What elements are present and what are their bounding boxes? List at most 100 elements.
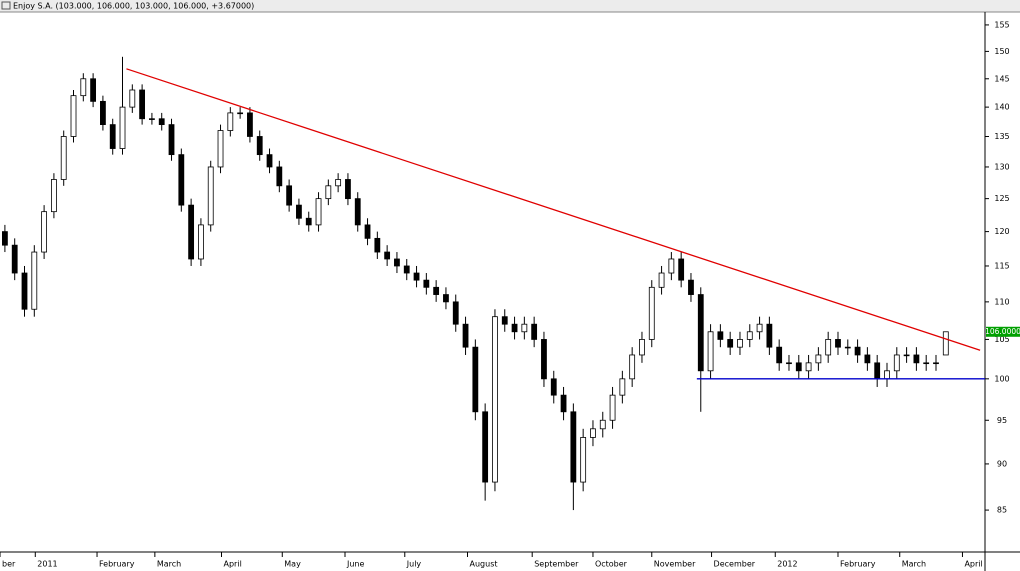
y-tick-label: 85 — [997, 506, 1007, 515]
candle-body — [737, 339, 743, 348]
candle-body — [139, 89, 146, 120]
x-tick-label: March — [157, 560, 181, 569]
y-tick-label: 125 — [994, 194, 1009, 203]
y-tick-label: 150 — [994, 47, 1009, 56]
candle-body — [884, 370, 890, 380]
candle-body — [21, 272, 28, 310]
candle-body — [178, 154, 185, 206]
candle-body — [893, 354, 900, 372]
candle-body — [403, 265, 410, 274]
title-bar — [0, 0, 1020, 12]
candle-body — [472, 346, 479, 413]
x-tick-label: July — [406, 560, 422, 569]
candle-body — [188, 204, 195, 260]
candle-body — [492, 316, 498, 483]
candle-body — [345, 179, 351, 200]
candle-body — [707, 331, 714, 372]
candle-body — [90, 78, 97, 102]
candle-body — [452, 301, 459, 325]
candle-body — [325, 185, 332, 200]
candle-body — [913, 354, 920, 364]
candle-body — [580, 437, 587, 483]
x-tick-label: October — [595, 560, 628, 569]
candle-body — [266, 154, 273, 168]
candle-body — [305, 217, 312, 226]
candle-body — [286, 185, 293, 206]
candle-body — [766, 323, 773, 348]
candle-body — [276, 166, 283, 187]
x-tick-label: ber — [2, 560, 16, 569]
candle-body — [443, 294, 449, 303]
candle-body — [570, 411, 577, 483]
x-tick-label: February — [99, 560, 135, 569]
candle-body — [688, 279, 694, 295]
y-tick-label: 100 — [994, 374, 1009, 383]
y-tick-label: 140 — [994, 103, 1009, 112]
candle-body — [815, 354, 822, 364]
candle-body — [119, 106, 126, 149]
candle-body — [394, 258, 400, 267]
candle-body — [668, 258, 675, 274]
candle-body — [511, 323, 518, 333]
candle-body — [854, 346, 861, 356]
y-tick-label: 105 — [994, 335, 1009, 344]
candle-body — [560, 394, 567, 413]
x-tick-label: February — [840, 560, 876, 569]
candle-body — [168, 124, 175, 156]
candle-body — [697, 294, 704, 372]
candle-body — [864, 354, 871, 364]
candle-body — [315, 198, 322, 226]
candle-body — [462, 323, 469, 348]
candle-body — [942, 331, 949, 356]
candle-body — [835, 339, 841, 348]
last-price-box — [986, 326, 1020, 337]
last-price-label: 106.0000 — [985, 327, 1020, 336]
candle-body — [11, 244, 18, 274]
candle-body — [501, 316, 508, 325]
candle-body — [256, 136, 263, 156]
candle-body — [41, 211, 48, 253]
candle-body — [129, 89, 136, 108]
candle-body — [217, 130, 224, 168]
x-tick-label: April — [964, 560, 982, 569]
candle-body — [717, 331, 724, 340]
candle-body — [541, 339, 547, 380]
candle-body — [354, 198, 361, 226]
candle-body — [60, 136, 67, 180]
candle-body — [207, 166, 214, 226]
candle-body — [149, 118, 155, 120]
candle-body — [482, 411, 489, 483]
candle-body — [423, 279, 430, 288]
candle-body — [531, 323, 538, 340]
candle-body — [433, 286, 440, 295]
candle-body — [923, 362, 930, 365]
candle-body — [619, 378, 626, 396]
y-tick-label: 130 — [994, 162, 1009, 171]
x-tick-label: 2012 — [777, 560, 797, 569]
candle-body — [805, 362, 812, 372]
x-tick-label: May — [284, 560, 301, 569]
x-tick-label: June — [346, 560, 365, 569]
candle-body — [109, 124, 116, 149]
candle-body — [599, 419, 606, 430]
y-tick-label: 145 — [994, 74, 1009, 83]
y-tick-label: 155 — [994, 20, 1009, 29]
x-tick-label: August — [470, 560, 498, 569]
y-tick-label: 115 — [994, 261, 1009, 270]
candle-body — [629, 354, 636, 380]
candle-body — [198, 224, 204, 260]
candle-body — [550, 378, 557, 396]
x-tick-label: September — [534, 560, 579, 569]
candle-body — [364, 224, 371, 239]
window-icon — [1, 1, 11, 10]
candle-body — [678, 258, 685, 281]
candle-body — [844, 346, 851, 349]
y-tick-label: 90 — [997, 459, 1007, 468]
candle-body — [658, 272, 665, 288]
candle-body — [874, 362, 881, 380]
y-tick-label: 135 — [994, 132, 1009, 141]
candle-body — [776, 346, 783, 364]
y-tick-label: 120 — [994, 227, 1009, 236]
x-tick-label: April — [224, 560, 242, 569]
